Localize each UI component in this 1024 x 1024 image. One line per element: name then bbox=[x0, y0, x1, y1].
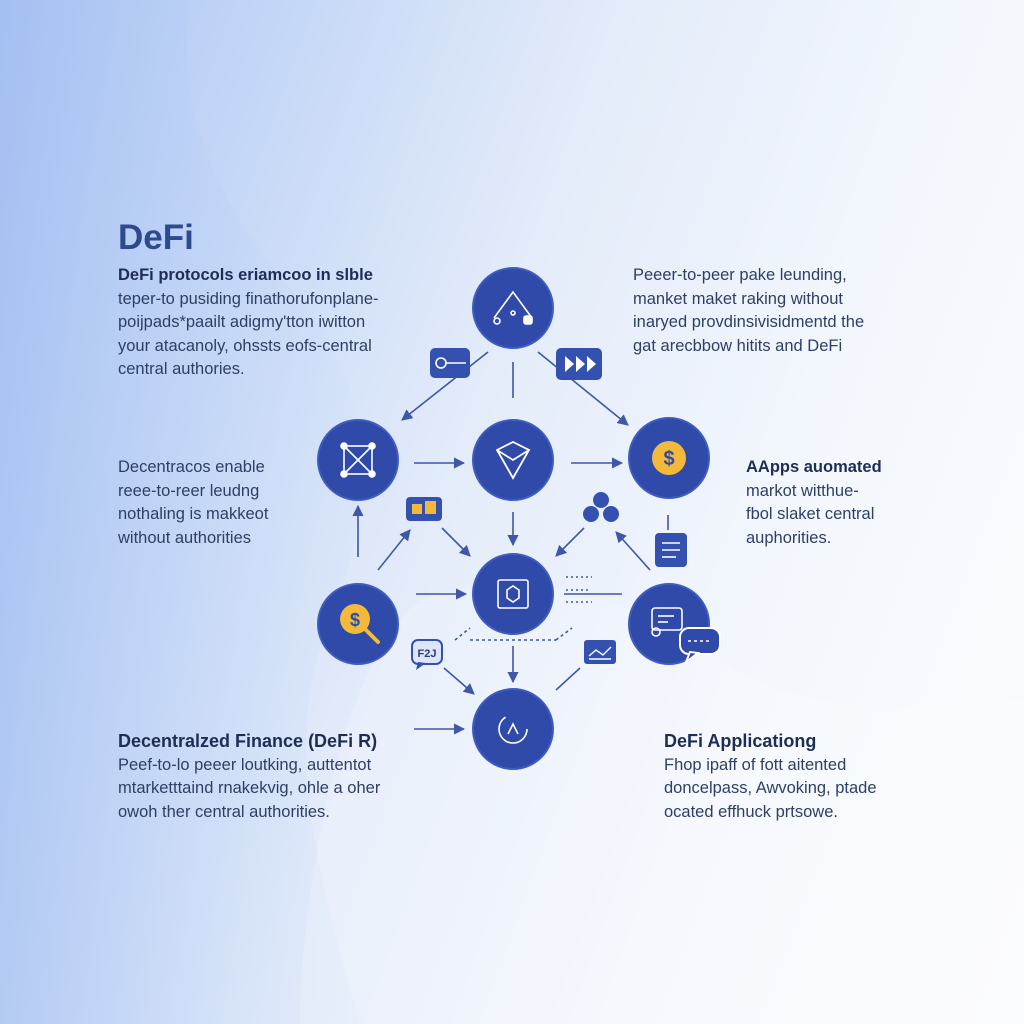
forward-badge[interactable] bbox=[556, 348, 602, 380]
text-line: fbol slaket central bbox=[746, 505, 875, 523]
text-block-top-left: DeFi protocols eriamcoo in slble teper-t… bbox=[118, 264, 379, 382]
document-badge[interactable] bbox=[655, 533, 687, 567]
document-icon bbox=[662, 542, 680, 558]
text-block-bottom-left: Decentralzed Finance (DeFi R) Peef-to-lo… bbox=[118, 730, 380, 824]
connector-group bbox=[352, 351, 669, 735]
text-line: teper-to pusiding finathorufonplane- bbox=[118, 289, 379, 308]
arrow bbox=[443, 667, 475, 695]
dollar-coin-icon bbox=[652, 441, 686, 475]
text-line: Fhop ipaff of fott aitented bbox=[664, 755, 847, 774]
text-line: Peeer-to-peer pake leunding, bbox=[633, 266, 847, 284]
wallet-badge[interactable] bbox=[406, 497, 442, 521]
text-line: gat arecbbow hitits and DeFi bbox=[633, 336, 843, 355]
text-line: inaryed provdinsivisidmentd the bbox=[633, 313, 865, 331]
chat-badge-text: F2J bbox=[418, 648, 437, 660]
node-center[interactable] bbox=[472, 419, 554, 501]
text-line: Decentracos enable bbox=[118, 458, 265, 476]
fast-forward-icon bbox=[565, 356, 596, 372]
text-line: nothaling is makkeot bbox=[118, 505, 269, 523]
node-bottom-left[interactable]: $ bbox=[317, 583, 399, 665]
text-line: auphorities. bbox=[746, 528, 832, 547]
chart-badge[interactable] bbox=[584, 640, 616, 664]
refresh-dial-icon bbox=[498, 714, 528, 744]
smart-contract-icon bbox=[497, 579, 529, 609]
node-left[interactable] bbox=[317, 419, 399, 501]
node-top[interactable] bbox=[472, 267, 554, 349]
dollar-glyph: $ bbox=[350, 610, 360, 630]
text-line: DeFi protocols eriamcoo in slble bbox=[118, 266, 373, 284]
key-icon bbox=[435, 357, 466, 369]
coin-search-icon bbox=[340, 604, 380, 644]
text-heading: DeFi Applicationg bbox=[664, 731, 817, 751]
chart-card-icon bbox=[588, 646, 612, 660]
blockchain-cube-icon bbox=[340, 442, 376, 478]
arrow bbox=[615, 531, 651, 571]
text-block-mid-left: Decentracos enable reee-to-reer leudng n… bbox=[118, 456, 268, 550]
text-line: ocated effhuck prtsowe. bbox=[664, 802, 838, 821]
text-block-mid-right: AApps auomated markot witthue- fbol slak… bbox=[746, 456, 882, 550]
text-line: markot witthue- bbox=[746, 481, 859, 500]
node-core[interactable] bbox=[472, 553, 554, 635]
node-right[interactable]: $ bbox=[628, 417, 710, 499]
text-block-top-right: Peeer-to-peer pake leunding, manket make… bbox=[633, 264, 864, 358]
text-line: AApps auomated bbox=[746, 458, 882, 476]
people-badge[interactable] bbox=[583, 492, 619, 522]
text-line: Peef-to-lo peeer loutking, auttentot bbox=[118, 755, 372, 774]
dotted-lines-decoration bbox=[566, 576, 592, 603]
text-line: reee-to-reer leudng bbox=[118, 481, 260, 500]
arrow bbox=[401, 351, 489, 421]
text-line: poijpads*paailt adigmy'tton iwitton bbox=[118, 313, 366, 331]
text-line: manket maket raking without bbox=[633, 289, 844, 308]
node-bottom[interactable] bbox=[472, 688, 554, 770]
arrow bbox=[454, 627, 573, 641]
arrow bbox=[377, 529, 411, 571]
node-bottom-right[interactable] bbox=[628, 583, 721, 665]
text-line: central authories. bbox=[118, 360, 245, 378]
ethereum-diamond-icon bbox=[495, 440, 531, 480]
arrow bbox=[537, 351, 629, 426]
arrow bbox=[441, 527, 471, 557]
text-line: owoh ther central authorities. bbox=[118, 802, 330, 821]
page-title: DeFi bbox=[118, 218, 194, 257]
text-heading: Decentralzed Finance (DeFi R) bbox=[118, 731, 378, 751]
arrow bbox=[555, 667, 581, 691]
chat-bubble-icon bbox=[679, 627, 721, 665]
people-group-icon bbox=[583, 492, 619, 522]
text-block-bottom-right: DeFi Applicationg Fhop ipaff of fott ait… bbox=[664, 730, 877, 824]
chat-screen-icon bbox=[651, 607, 683, 637]
network-home-icon bbox=[493, 290, 533, 325]
wallet-icon bbox=[412, 501, 436, 514]
text-line: without authorities bbox=[118, 528, 251, 547]
text-line: mtarketttaind rnakekvig, ohle a oher bbox=[118, 779, 381, 797]
chat-label-badge[interactable]: F2J bbox=[411, 639, 443, 670]
key-badge[interactable] bbox=[430, 348, 470, 378]
text-line: doncelpass, Awvoking, ptade bbox=[664, 779, 877, 797]
arrow bbox=[555, 527, 585, 557]
text-line: your atacanoly, ohssts eofs-central bbox=[118, 336, 372, 355]
dollar-glyph: $ bbox=[663, 448, 674, 470]
